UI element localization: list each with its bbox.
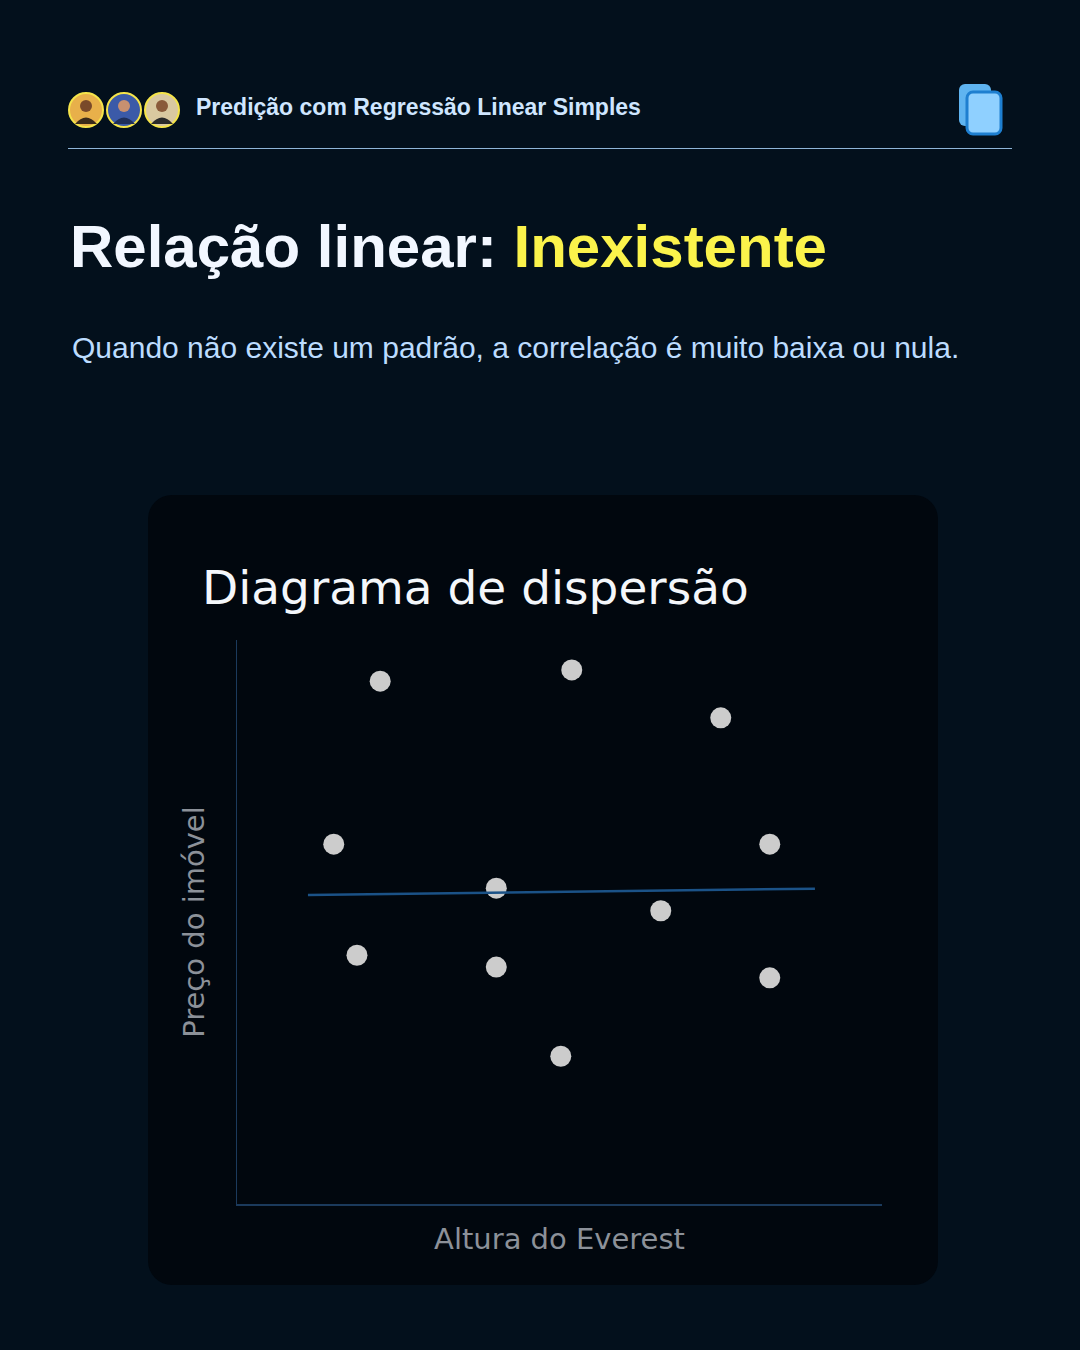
svg-text:Diagrama de dispersão: Diagrama de dispersão xyxy=(202,560,749,615)
svg-text:Preço do imóvel: Preço do imóvel xyxy=(177,806,211,1038)
html-text:Predição com Regressão Linear: Predição com Regressão Linear Simples xyxy=(196,94,641,120)
html-text:Quando não existe um padrão, a: Quando não existe um padrão, a correlaçã… xyxy=(72,331,960,364)
html-text:Relação linear: Inexistente: Relação linear: Inexistente xyxy=(70,213,827,280)
svg-text:Altura do Everest: Altura do Everest xyxy=(434,1222,685,1256)
